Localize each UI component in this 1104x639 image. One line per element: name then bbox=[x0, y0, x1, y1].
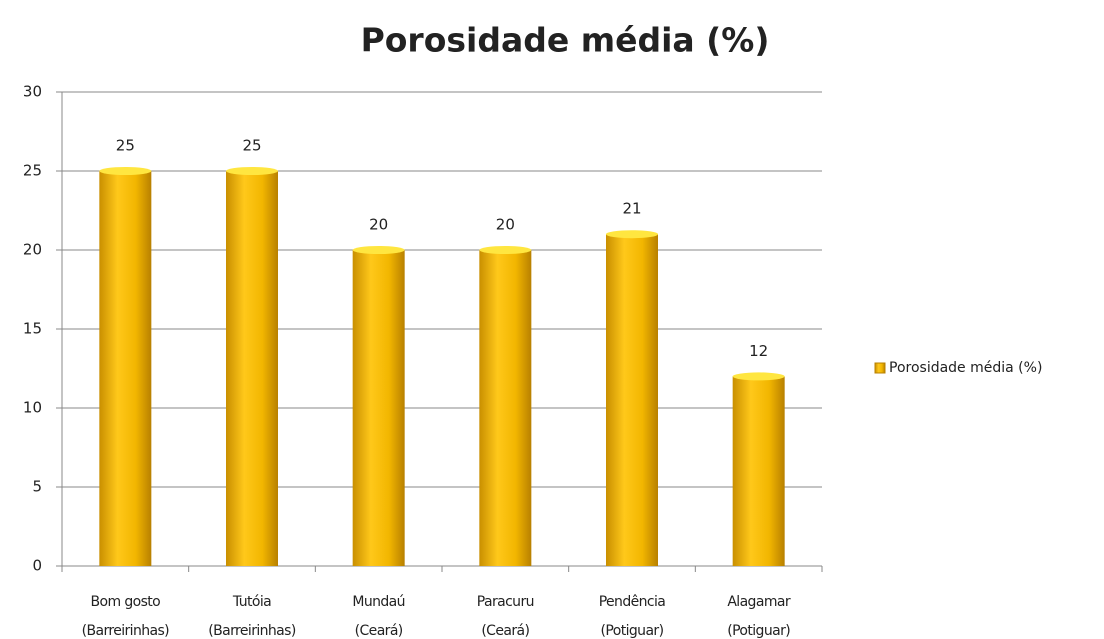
bar bbox=[352, 250, 405, 566]
bar-cap bbox=[606, 230, 658, 239]
data-label: 21 bbox=[622, 200, 641, 218]
bar-cap bbox=[226, 167, 278, 175]
y-tick-label: 5 bbox=[32, 478, 42, 496]
data-label: 12 bbox=[749, 342, 768, 360]
x-tick-label: (Ceará) bbox=[355, 623, 403, 639]
x-tick-label: (Ceará) bbox=[481, 623, 529, 639]
x-tick-label: (Potiguar) bbox=[727, 623, 790, 639]
y-tick-label: 30 bbox=[23, 83, 42, 101]
x-tick-label: Mundaú bbox=[352, 594, 405, 610]
x-tick-label: Paracuru bbox=[477, 594, 534, 610]
y-tick-label: 0 bbox=[32, 557, 42, 575]
x-tick-label: (Barreirinhas) bbox=[208, 623, 296, 639]
legend-swatch bbox=[874, 362, 886, 374]
bar bbox=[479, 250, 532, 566]
bar bbox=[99, 171, 152, 566]
x-tick-label: (Barreirinhas) bbox=[82, 623, 170, 639]
y-tick-label: 20 bbox=[23, 241, 42, 259]
y-tick-label: 25 bbox=[23, 162, 42, 180]
data-label: 25 bbox=[242, 137, 261, 155]
bar-cap bbox=[732, 372, 785, 381]
data-label: 25 bbox=[116, 137, 135, 155]
legend-label: Porosidade média (%) bbox=[889, 360, 1042, 376]
bar bbox=[226, 171, 278, 566]
bar bbox=[606, 234, 658, 566]
y-tick-label: 10 bbox=[23, 399, 42, 417]
bar bbox=[732, 376, 785, 566]
data-label: 20 bbox=[496, 216, 515, 234]
y-tick-label: 15 bbox=[23, 320, 42, 338]
bar-cap bbox=[479, 246, 532, 254]
chart-title: Porosidade média (%) bbox=[361, 21, 770, 60]
bar-cap bbox=[99, 167, 152, 175]
x-tick-label: (Potiguar) bbox=[601, 623, 664, 639]
x-tick-label: Alagamar bbox=[727, 594, 791, 610]
bar-cap bbox=[352, 246, 405, 254]
x-tick-label: Pendência bbox=[599, 594, 666, 610]
x-tick-label: Tutóia bbox=[232, 594, 271, 610]
x-tick-label: Bom gosto bbox=[90, 594, 160, 610]
data-label: 20 bbox=[369, 216, 388, 234]
